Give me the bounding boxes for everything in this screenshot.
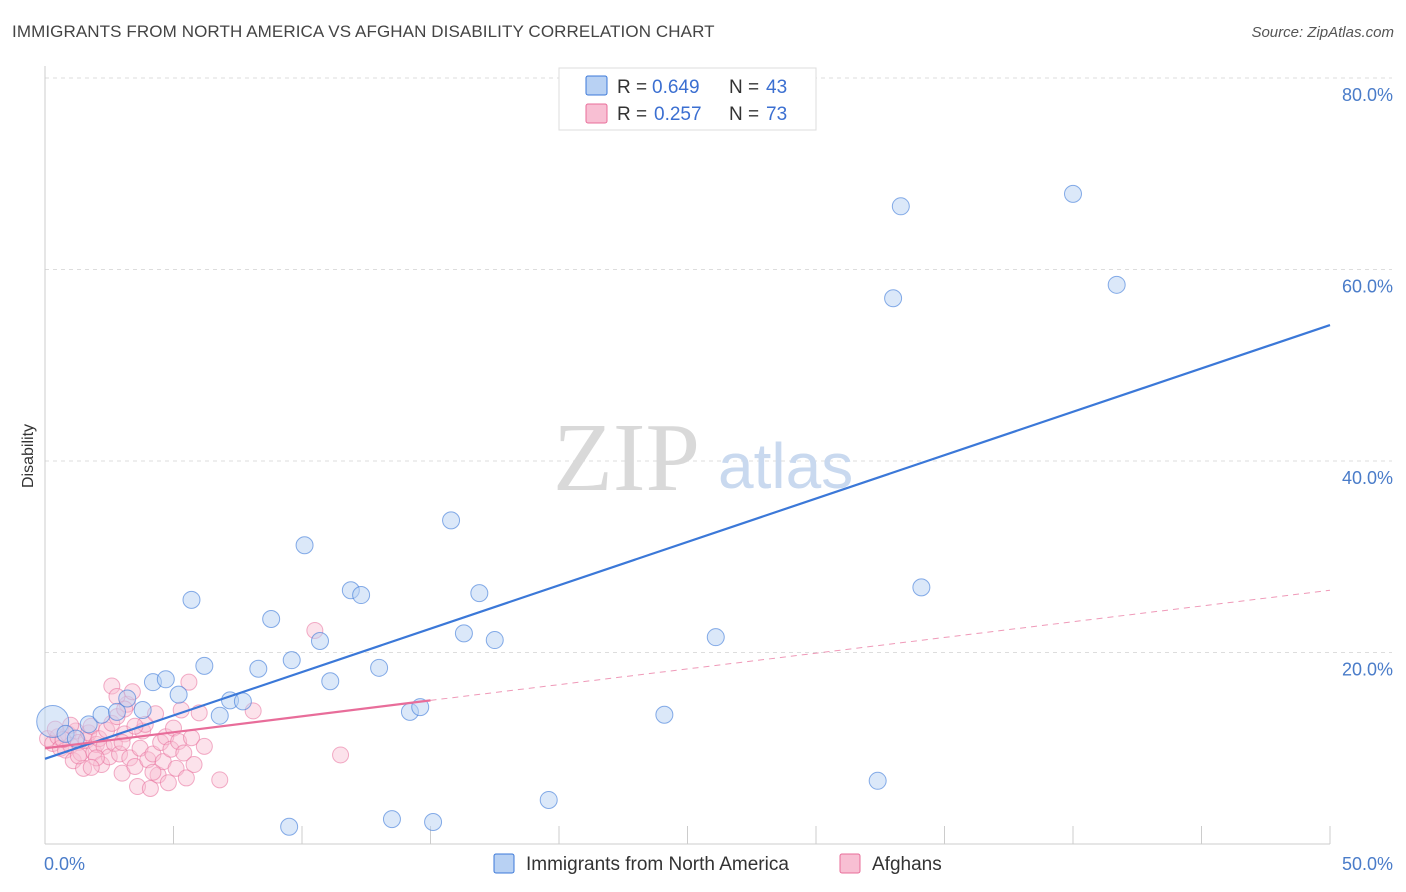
immigrants-point bbox=[370, 658, 389, 677]
source-credit: Source: ZipAtlas.com bbox=[1251, 24, 1394, 41]
legend-n-label: N = bbox=[729, 104, 759, 125]
legend-r-value: 0.649 bbox=[652, 77, 700, 98]
immigrants-point bbox=[706, 628, 725, 647]
afghans-trend-extension bbox=[430, 589, 1331, 701]
immigrants-point bbox=[249, 659, 268, 678]
immigrants-point bbox=[485, 631, 504, 650]
immigrants-point bbox=[470, 584, 489, 603]
immigrants-point bbox=[156, 670, 175, 689]
immigrants-point bbox=[92, 705, 111, 724]
afghans-point bbox=[141, 779, 159, 797]
legend-swatch-blue bbox=[585, 75, 608, 96]
immigrants-point bbox=[424, 812, 443, 831]
watermark-atlas: atlas bbox=[718, 430, 853, 502]
legend-n-label: N = bbox=[729, 77, 759, 98]
bottom-legend-swatch-blue bbox=[493, 853, 515, 874]
immigrants-point bbox=[233, 692, 252, 711]
afghans-point bbox=[211, 771, 229, 789]
trend-lines bbox=[44, 323, 1331, 760]
immigrants-point bbox=[107, 702, 126, 721]
bottom-legend-label-immigrants: Immigrants from North America bbox=[526, 854, 789, 875]
afghans-point bbox=[177, 769, 195, 787]
afghans-point bbox=[144, 763, 162, 781]
afghans-point bbox=[195, 737, 213, 755]
afghans-point bbox=[180, 673, 198, 691]
immigrants-point bbox=[1107, 275, 1126, 294]
watermark-zip: ZIP bbox=[553, 404, 700, 512]
bottom-legend-label-afghans: Afghans bbox=[872, 854, 942, 875]
immigrants-trend-line bbox=[44, 323, 1331, 760]
afghans-point bbox=[175, 744, 193, 762]
immigrants-point bbox=[282, 651, 301, 670]
immigrants-point bbox=[442, 511, 461, 530]
immigrants-point bbox=[118, 689, 137, 708]
x-tick-label: 50.0% bbox=[1342, 854, 1393, 874]
immigrants-point bbox=[262, 609, 281, 628]
immigrants-point bbox=[169, 685, 188, 704]
afghans-point bbox=[332, 746, 350, 764]
legend-r-label: R = bbox=[617, 104, 647, 125]
afghans-point bbox=[100, 748, 118, 766]
afghans-point bbox=[129, 778, 147, 796]
legend-r-value: 0.257 bbox=[654, 104, 702, 125]
immigrants-point bbox=[454, 624, 473, 643]
immigrants-point bbox=[321, 672, 340, 691]
immigrants-point bbox=[295, 536, 314, 555]
immigrants-point bbox=[310, 632, 329, 651]
immigrants-point bbox=[884, 289, 903, 308]
immigrants-point bbox=[79, 715, 98, 734]
immigrants-point bbox=[352, 586, 371, 605]
afghans-point bbox=[159, 774, 177, 792]
afghans-point bbox=[103, 677, 121, 695]
y-tick-label: 80.0% bbox=[1342, 85, 1393, 105]
watermark: ZIP atlas bbox=[553, 404, 853, 512]
x-tick-labels: 0.0% 50.0% bbox=[44, 854, 1393, 874]
legend-swatch-pink bbox=[585, 103, 608, 124]
afghans-point bbox=[82, 758, 100, 776]
afghans-point bbox=[87, 749, 105, 767]
immigrants-point bbox=[868, 771, 887, 790]
immigrants-point bbox=[655, 705, 674, 724]
immigrants-point bbox=[539, 790, 558, 809]
x-tick-label: 0.0% bbox=[44, 854, 85, 874]
y-tick-label: 20.0% bbox=[1342, 660, 1393, 680]
afghans-point bbox=[185, 756, 203, 774]
immigrants-point bbox=[210, 706, 229, 725]
y-axis-title: Disability bbox=[20, 424, 37, 488]
afghans-trend-line bbox=[44, 699, 431, 750]
y-tick-label: 60.0% bbox=[1342, 277, 1393, 297]
y-tick-labels: 20.0% 40.0% 60.0% 80.0% bbox=[1342, 85, 1393, 680]
legend-n-value: 43 bbox=[766, 77, 787, 98]
legend: R = 0.649 N = 43 R = 0.257 N = 73 bbox=[558, 67, 817, 131]
legend-r-label: R = bbox=[617, 77, 647, 98]
immigrants-point bbox=[280, 817, 299, 836]
y-tick-label: 40.0% bbox=[1342, 468, 1393, 488]
immigrants-point bbox=[182, 590, 201, 609]
immigrants-point bbox=[382, 810, 401, 829]
grid-lines bbox=[45, 77, 1392, 653]
chart-title: IMMIGRANTS FROM NORTH AMERICA VS AFGHAN … bbox=[12, 22, 715, 41]
immigrants-point bbox=[1064, 184, 1082, 203]
bottom-legend: Immigrants from North America Afghans bbox=[493, 853, 942, 875]
immigrants-point bbox=[195, 656, 214, 675]
legend-n-value: 73 bbox=[766, 104, 787, 125]
immigrants-point bbox=[912, 578, 931, 597]
bottom-legend-swatch-pink bbox=[839, 853, 861, 874]
immigrants-point bbox=[891, 197, 910, 216]
immigrants-point bbox=[133, 700, 152, 719]
